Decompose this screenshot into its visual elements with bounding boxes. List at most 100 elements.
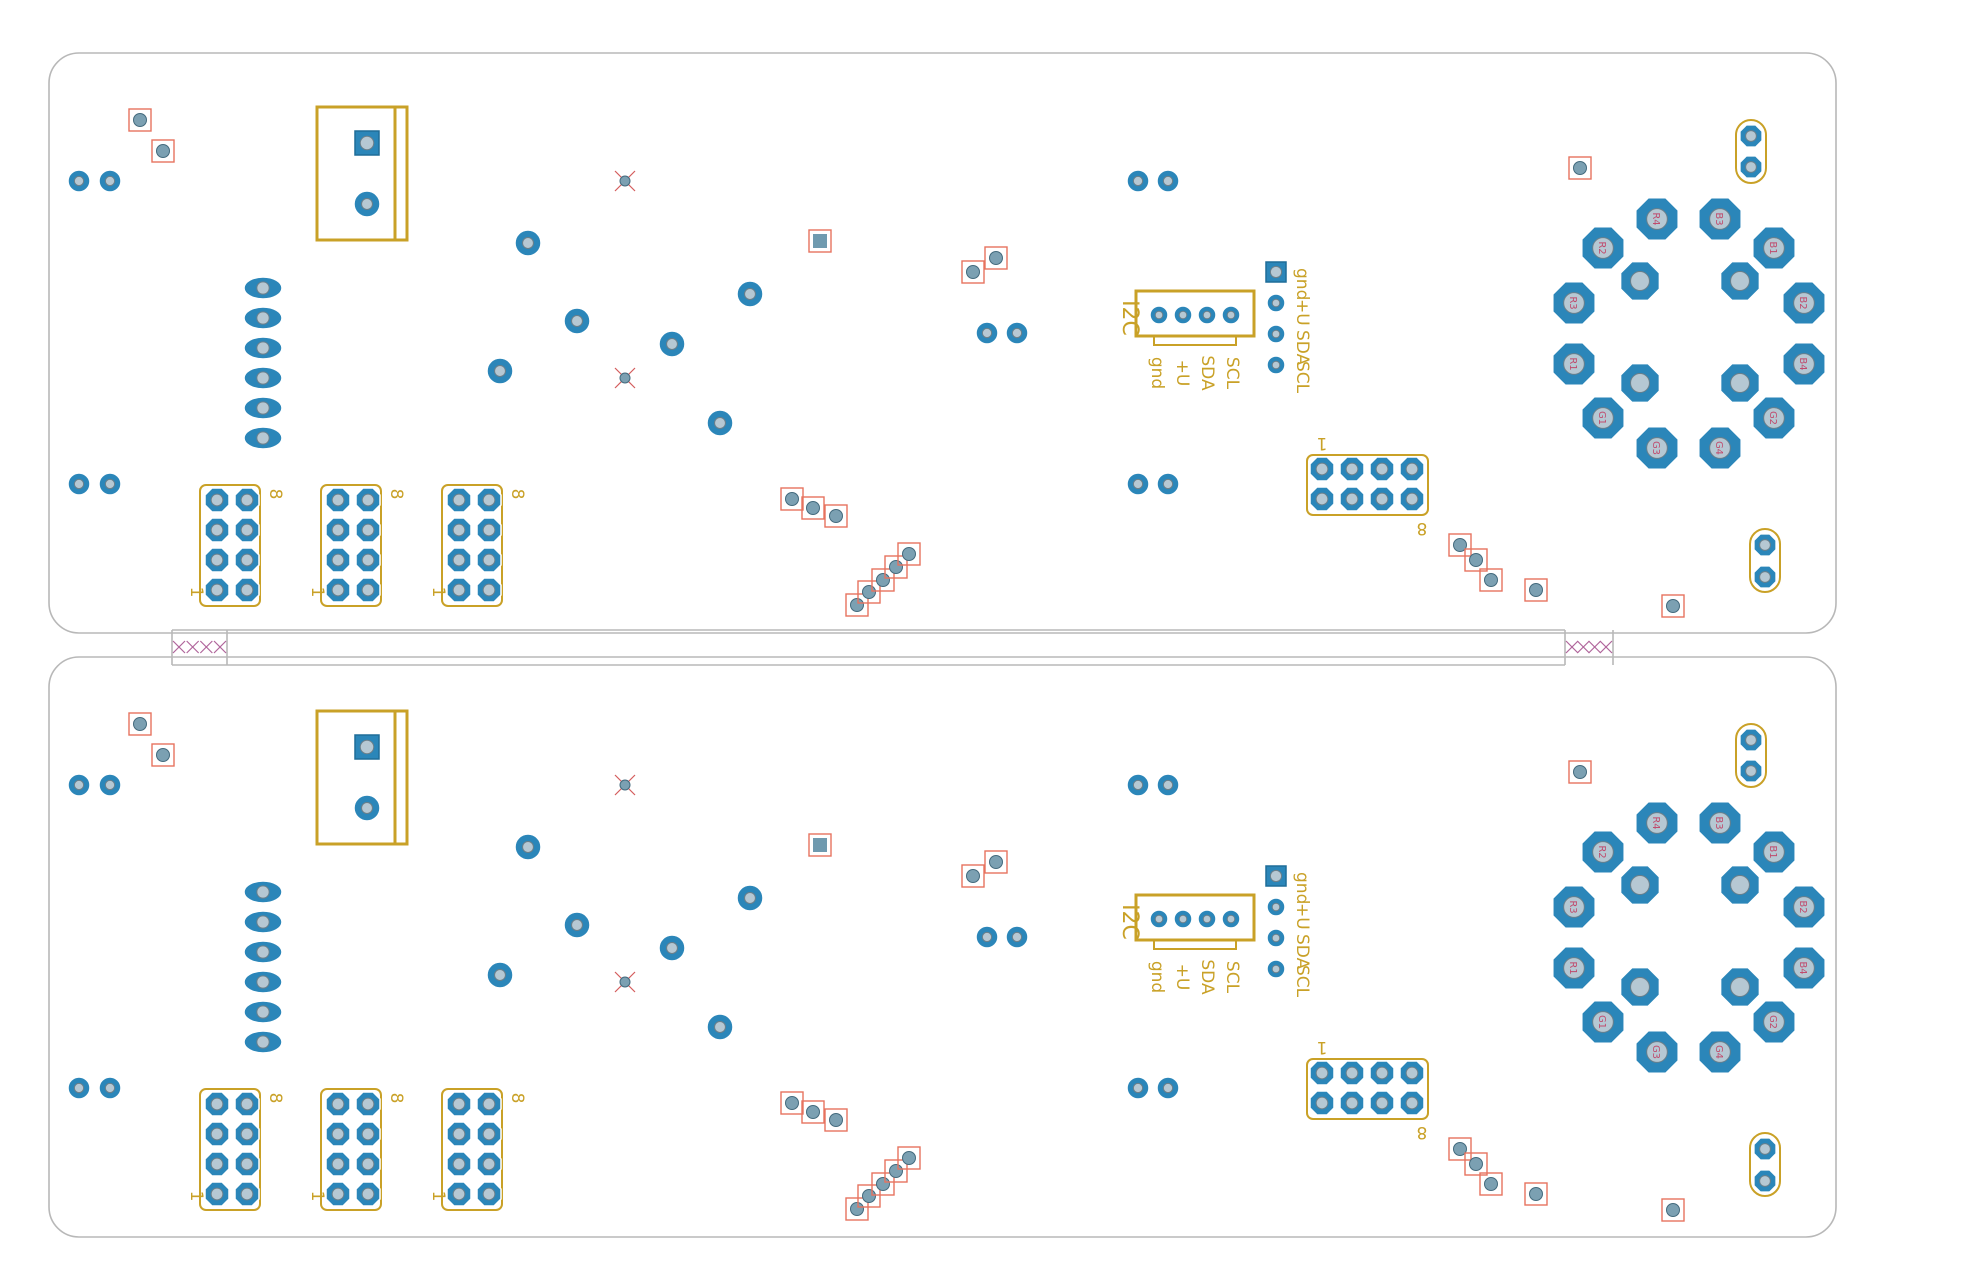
header-pin8-label: 8 xyxy=(265,489,285,500)
smd-pad xyxy=(128,712,152,736)
i2c-pin-pad xyxy=(1221,305,1241,325)
connector-oval-pad xyxy=(243,396,283,420)
header-pad xyxy=(325,1151,351,1177)
right-pin-header: 18 xyxy=(1306,1037,1429,1142)
connector-oval-pad xyxy=(243,880,283,904)
pad-pair-right-top-a xyxy=(1126,773,1150,797)
terminal-pad-square xyxy=(354,734,380,760)
led-pad: R3 xyxy=(1552,885,1596,929)
header-pad xyxy=(325,1121,351,1147)
via-marker xyxy=(614,971,636,993)
connector-oval-pad xyxy=(243,1000,283,1024)
header-pad xyxy=(234,1181,260,1207)
smd-pad xyxy=(128,108,152,132)
side-pad xyxy=(1266,928,1286,948)
header-pin8-label: 8 xyxy=(386,489,406,500)
pad-pair-left-top-a xyxy=(67,169,91,193)
pad-pair-right-bottom-b xyxy=(1156,472,1180,496)
led-pad-label: B1 xyxy=(1767,845,1778,858)
led-inner-pad xyxy=(1619,260,1661,302)
smd-square xyxy=(808,833,832,857)
header-pad xyxy=(355,487,381,513)
smd-pad xyxy=(1448,1137,1472,1161)
led-pad-label: G2 xyxy=(1767,411,1778,425)
header-pad xyxy=(234,517,260,543)
header-pad xyxy=(234,1121,260,1147)
board-outline xyxy=(48,656,1837,1238)
jumper-pad xyxy=(1739,759,1763,783)
header-pad xyxy=(476,1151,502,1177)
mouse-bite-mark xyxy=(213,640,227,654)
i2c-side-label: SDA xyxy=(1292,330,1312,366)
led-inner-pad xyxy=(1619,966,1661,1008)
jumper-bottom xyxy=(1749,528,1781,593)
mouse-bite-mark xyxy=(1565,640,1579,654)
led-pad: R2 xyxy=(1581,226,1625,270)
led-inner-pad xyxy=(1619,362,1661,404)
i2c-pin-pad xyxy=(1173,909,1193,929)
through-hole-pad xyxy=(486,961,514,989)
header-pin1-label: 1 xyxy=(428,587,448,598)
header-pad xyxy=(234,577,260,603)
side-pad xyxy=(1266,897,1286,917)
led-pad: R1 xyxy=(1552,946,1596,990)
smd-pad xyxy=(1479,1172,1503,1196)
header-pad xyxy=(325,547,351,573)
jumper-pad xyxy=(1739,124,1763,148)
right-header-pin8-label: 8 xyxy=(1417,518,1428,538)
i2c-pin-pad xyxy=(1197,909,1217,929)
pad-pair-left-top-a xyxy=(67,773,91,797)
pad-pair-right-top-b xyxy=(1156,773,1180,797)
mouse-bite-mark xyxy=(1588,640,1602,654)
right-header-pad xyxy=(1399,1060,1425,1086)
smd-pad xyxy=(1479,568,1503,592)
right-header-pad xyxy=(1339,456,1365,482)
connector-oval-pad xyxy=(243,366,283,390)
i2c-pin-pad xyxy=(1149,909,1169,929)
pin-header-2x4: 18 xyxy=(428,484,527,607)
header-pad xyxy=(234,1091,260,1117)
smd-pad xyxy=(780,1091,804,1115)
led-pad: G4 xyxy=(1698,426,1742,470)
connector-oval-pad xyxy=(243,276,283,300)
smd-pad xyxy=(801,496,825,520)
led-ring: R4 B3 R2 B1 R3 B2 R1 B4 G1 G2 G3 G4 xyxy=(1552,197,1826,470)
header-pad xyxy=(204,577,230,603)
smd-pad xyxy=(1524,578,1548,602)
terminal-pad-round xyxy=(353,190,381,218)
pad-pair-middle-b xyxy=(1005,321,1029,345)
right-pin-header: 18 xyxy=(1306,433,1429,538)
right-header-pad xyxy=(1339,486,1365,512)
side-pad xyxy=(1266,293,1286,313)
smd-pad xyxy=(871,1172,895,1196)
pad-pair-right-bottom-b xyxy=(1156,1076,1180,1100)
jumper-top xyxy=(1735,119,1767,184)
led-pad: G1 xyxy=(1581,396,1625,440)
smd-pad xyxy=(884,555,908,579)
i2c-side-label: +U xyxy=(1292,299,1312,326)
led-pad-label: B2 xyxy=(1797,296,1808,309)
smd-pad xyxy=(1448,533,1472,557)
pad-pair-left-bottom-a xyxy=(67,1076,91,1100)
led-pad-label: B2 xyxy=(1797,900,1808,913)
panel-bridge xyxy=(171,629,1614,666)
mouse-bite-mark xyxy=(172,640,186,654)
header-pad xyxy=(476,1091,502,1117)
mouse-bite-mark xyxy=(199,640,213,654)
smd-pad xyxy=(884,1159,908,1183)
i2c-label: I2C xyxy=(1117,904,1142,940)
pad-pair-right-bottom-a xyxy=(1126,1076,1150,1100)
smd-pad xyxy=(961,260,985,284)
led-pad: G3 xyxy=(1635,426,1679,470)
pad-pair-right-bottom-a xyxy=(1126,472,1150,496)
smd-pad xyxy=(845,593,869,617)
header-pad xyxy=(355,577,381,603)
i2c-side-label: SCL xyxy=(1292,361,1312,394)
header-pad xyxy=(204,1181,230,1207)
led-pad: R1 xyxy=(1552,342,1596,386)
connector-oval-pad xyxy=(243,970,283,994)
through-hole-pad xyxy=(563,307,591,335)
header-pad xyxy=(204,1091,230,1117)
